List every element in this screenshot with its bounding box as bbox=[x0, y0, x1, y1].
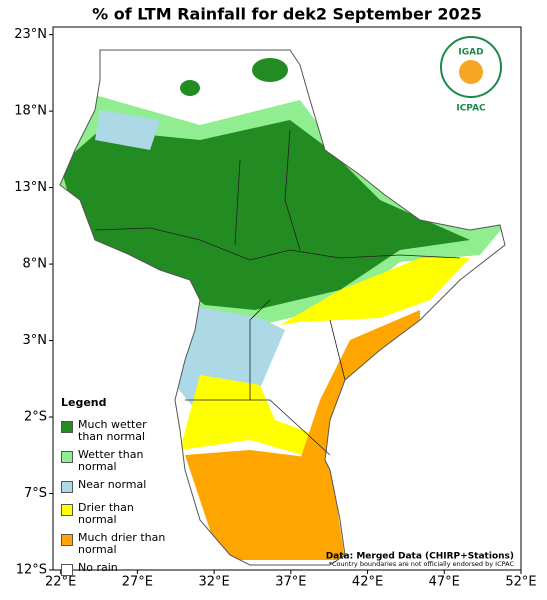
y-tick-label: 13°N bbox=[14, 180, 47, 195]
x-tick-label: 52°E bbox=[505, 575, 536, 590]
legend-swatch bbox=[61, 421, 73, 433]
x-tick-label: 27°E bbox=[122, 575, 153, 590]
legend-item: Wetter than normal bbox=[61, 449, 175, 473]
legend-item: No rain bbox=[61, 562, 175, 579]
legend-label: No rain bbox=[78, 561, 118, 574]
x-tick-label: 37°E bbox=[275, 575, 306, 590]
zone bbox=[180, 80, 200, 96]
logo-text: ICPAC bbox=[456, 104, 486, 114]
zone bbox=[180, 375, 330, 460]
y-tick-label: 12°S bbox=[16, 563, 47, 578]
legend-swatch bbox=[61, 481, 73, 493]
legend-swatch bbox=[61, 451, 73, 463]
legend-label: Much drier than normal bbox=[78, 531, 166, 556]
legend-swatch bbox=[61, 564, 73, 576]
y-tick-label: 7°S bbox=[24, 486, 47, 501]
legend-label: Much wetter than normal bbox=[78, 418, 147, 443]
y-tick-label: 3°N bbox=[23, 333, 48, 348]
x-tick-label: 22°E bbox=[45, 575, 76, 590]
zone bbox=[60, 120, 470, 310]
zone bbox=[280, 258, 470, 325]
legend-label: Near normal bbox=[78, 478, 147, 491]
x-tick-label: 42°E bbox=[352, 575, 383, 590]
logo-text: IGAD bbox=[458, 48, 483, 58]
zone bbox=[95, 110, 160, 150]
legend-item: Drier than normal bbox=[61, 502, 175, 526]
y-tick-label: 18°N bbox=[14, 104, 47, 119]
y-tick-label: 23°N bbox=[14, 27, 47, 42]
legend-item: Much drier than normal bbox=[61, 532, 175, 556]
zone bbox=[252, 58, 288, 82]
source: Data: Merged Data (CHIRP+Stations) bbox=[326, 552, 514, 562]
legend-label: Drier than normal bbox=[78, 501, 134, 526]
legend-title: Legend bbox=[61, 396, 107, 409]
x-tick-label: 47°E bbox=[429, 575, 460, 590]
legend-label: Wetter than normal bbox=[78, 448, 144, 473]
x-tick-label: 32°E bbox=[198, 575, 229, 590]
borders bbox=[94, 129, 461, 456]
y-tick-label: 2°S bbox=[24, 410, 47, 425]
legend-swatch bbox=[61, 534, 73, 546]
title: % of LTM Rainfall for dek2 September 202… bbox=[92, 5, 482, 24]
legend: Legend Much wetter than normal Wetter tha… bbox=[57, 392, 175, 585]
legend-item: Near normal bbox=[61, 479, 175, 496]
disclaimer: *Country boundaries are not officially e… bbox=[329, 560, 515, 568]
legend-swatch bbox=[61, 504, 73, 516]
zone bbox=[185, 450, 345, 560]
logo-globe bbox=[459, 60, 483, 84]
y-tick-label: 8°N bbox=[23, 257, 48, 272]
legend-item: Much wetter than normal bbox=[61, 419, 175, 443]
